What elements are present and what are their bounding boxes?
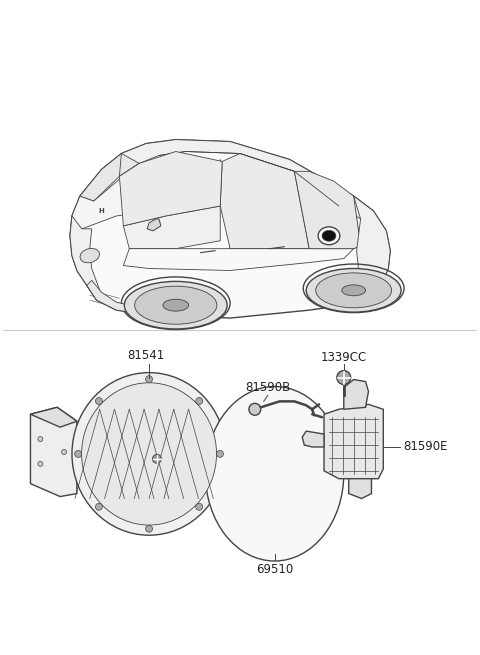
Ellipse shape bbox=[75, 451, 82, 457]
Polygon shape bbox=[344, 379, 369, 409]
Ellipse shape bbox=[196, 398, 203, 405]
Text: 81590E: 81590E bbox=[403, 440, 447, 453]
Ellipse shape bbox=[163, 299, 189, 311]
Polygon shape bbox=[70, 179, 166, 236]
Polygon shape bbox=[30, 407, 77, 427]
Polygon shape bbox=[147, 219, 161, 231]
Ellipse shape bbox=[124, 282, 227, 329]
Polygon shape bbox=[349, 479, 372, 498]
Ellipse shape bbox=[38, 437, 43, 441]
Ellipse shape bbox=[153, 455, 161, 463]
Text: 1339CC: 1339CC bbox=[321, 351, 367, 364]
Polygon shape bbox=[354, 196, 390, 286]
Ellipse shape bbox=[337, 371, 351, 384]
Ellipse shape bbox=[306, 269, 401, 312]
Ellipse shape bbox=[196, 503, 203, 510]
Text: 69510: 69510 bbox=[256, 563, 293, 576]
Ellipse shape bbox=[145, 525, 153, 533]
Polygon shape bbox=[80, 153, 139, 201]
Ellipse shape bbox=[316, 273, 392, 308]
Ellipse shape bbox=[80, 248, 99, 263]
Ellipse shape bbox=[61, 449, 67, 455]
Polygon shape bbox=[30, 407, 77, 496]
Polygon shape bbox=[123, 206, 220, 249]
Ellipse shape bbox=[249, 403, 261, 415]
Ellipse shape bbox=[38, 461, 43, 466]
Polygon shape bbox=[87, 280, 131, 312]
Polygon shape bbox=[70, 140, 390, 318]
Ellipse shape bbox=[96, 503, 102, 510]
Ellipse shape bbox=[322, 231, 336, 241]
Ellipse shape bbox=[318, 227, 340, 245]
Polygon shape bbox=[70, 216, 102, 300]
Text: 81541: 81541 bbox=[128, 349, 165, 362]
Ellipse shape bbox=[216, 451, 224, 457]
Polygon shape bbox=[120, 151, 222, 226]
Ellipse shape bbox=[205, 386, 344, 561]
Polygon shape bbox=[302, 431, 324, 447]
Ellipse shape bbox=[342, 285, 366, 296]
Ellipse shape bbox=[145, 376, 153, 383]
Polygon shape bbox=[121, 140, 373, 219]
Polygon shape bbox=[220, 153, 309, 249]
Polygon shape bbox=[123, 249, 354, 271]
Polygon shape bbox=[324, 404, 384, 479]
Text: 81590B: 81590B bbox=[245, 381, 290, 394]
Text: H: H bbox=[99, 208, 105, 214]
Ellipse shape bbox=[96, 398, 102, 405]
Ellipse shape bbox=[82, 383, 216, 525]
Polygon shape bbox=[294, 172, 360, 249]
Ellipse shape bbox=[72, 373, 226, 535]
Ellipse shape bbox=[134, 286, 217, 324]
